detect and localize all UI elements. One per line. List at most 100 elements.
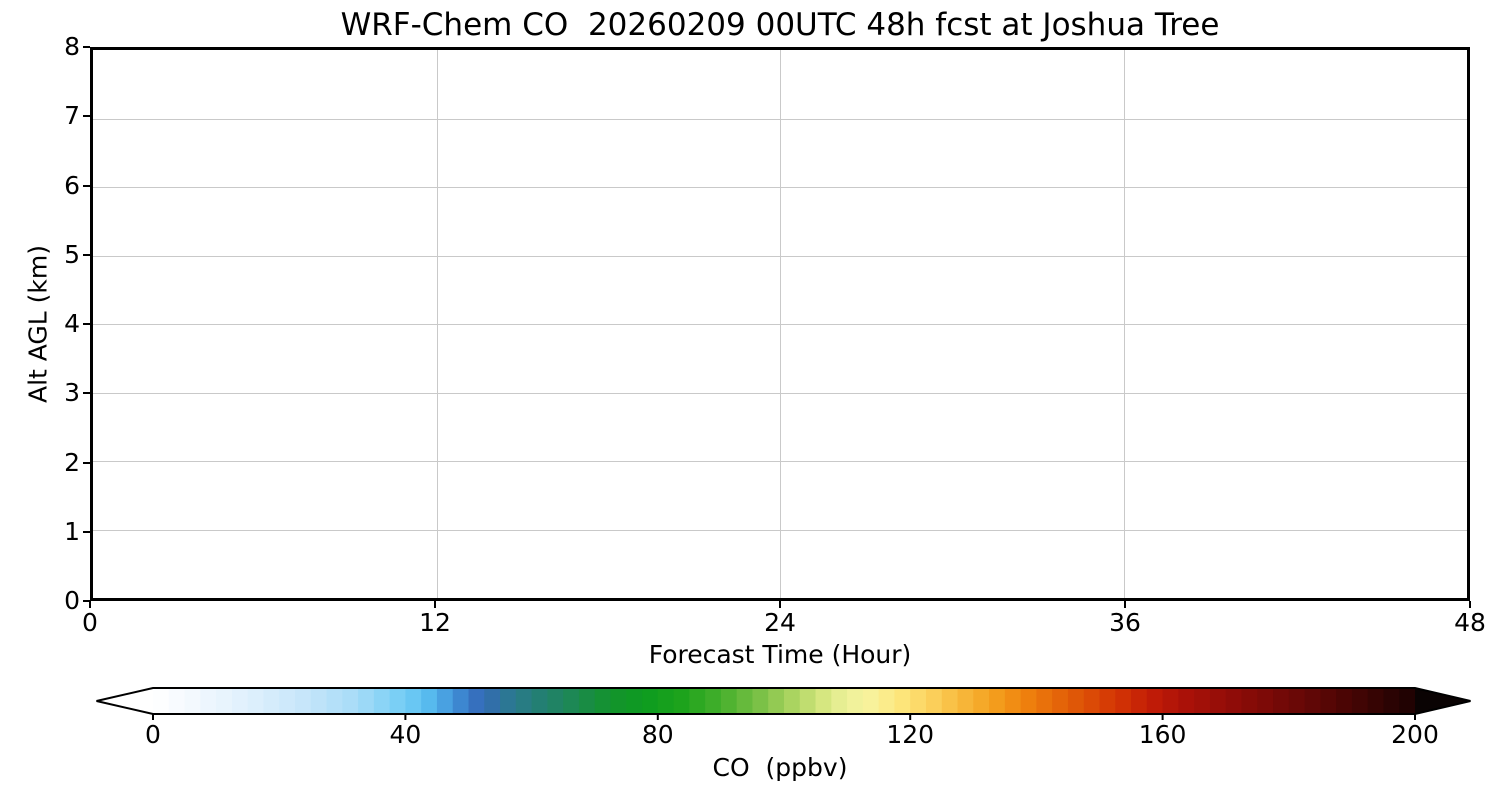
colorbar-segment <box>279 688 296 714</box>
colorbar-segment <box>784 688 801 714</box>
colorbar-over-arrow <box>1415 688 1471 714</box>
colorbar-segment <box>1273 688 1290 714</box>
x-tick-label-24: 24 <box>764 608 796 637</box>
colorbar-segment <box>1052 688 1069 714</box>
y-tick-label-6: 6 <box>64 170 80 200</box>
colorbar-segment <box>200 688 217 714</box>
colorbar-segment <box>153 688 170 714</box>
colorbar-tick-label-200: 200 <box>1391 720 1439 749</box>
colorbar-segment <box>578 688 596 714</box>
colorbar-segment <box>1178 688 1195 714</box>
colorbar-segment <box>500 688 517 714</box>
y-tick-label-2: 2 <box>64 447 80 477</box>
x-tick-mark-24 <box>779 601 781 608</box>
colorbar-segment <box>1083 688 1101 714</box>
colorbar-segment <box>326 688 343 714</box>
colorbar-segment <box>1351 688 1369 714</box>
x-tick-label-12: 12 <box>419 608 451 637</box>
y-tick-mark-6 <box>83 184 90 187</box>
colorbar-segment <box>389 688 406 714</box>
colorbar-segment <box>547 688 564 714</box>
y-tick-mark-1 <box>83 530 90 533</box>
y-tick-label-3: 3 <box>64 378 80 408</box>
colorbar-segment <box>657 688 675 714</box>
colorbar-label: CO (ppbv) <box>712 753 848 782</box>
gridline-y-3 <box>93 392 1467 394</box>
colorbar-segment <box>673 688 690 714</box>
x-axis-label: Forecast Time (Hour) <box>648 640 912 669</box>
colorbar-segment <box>1304 688 1321 714</box>
x-tick-mark-12 <box>434 601 436 608</box>
x-tick-mark-36 <box>1124 601 1126 608</box>
colorbar-segment <box>989 688 1006 714</box>
colorbar-segment <box>878 688 896 714</box>
colorbar-tick-label-40: 40 <box>389 720 422 749</box>
colorbar-segment <box>862 688 880 714</box>
colorbar-segment <box>184 688 201 714</box>
colorbar-segment <box>1320 688 1337 714</box>
gridline-y-4 <box>93 324 1467 325</box>
colorbar-segment <box>1131 688 1148 714</box>
y-tick-label-0: 0 <box>64 586 80 615</box>
y-tick-mark-4 <box>83 323 90 325</box>
y-tick-mark-3 <box>83 392 90 395</box>
colorbar-segment <box>468 688 485 714</box>
colorbar-segment <box>910 688 927 714</box>
colorbar <box>96 687 1471 720</box>
colorbar-segment <box>1383 688 1400 714</box>
colorbar-segment <box>1194 688 1211 714</box>
colorbar-tick-label-120: 120 <box>886 720 935 749</box>
colorbar-segment <box>1146 688 1164 714</box>
colorbar-segment <box>894 688 911 714</box>
gridline-y-1 <box>93 529 1467 531</box>
colorbar-segment <box>231 688 249 714</box>
colorbar-segment <box>310 688 328 714</box>
colorbar-segment <box>515 688 533 714</box>
colorbar-segment <box>925 688 943 714</box>
colorbar-segment <box>1367 688 1385 714</box>
y-tick-label-8: 8 <box>64 32 80 61</box>
colorbar-segment <box>720 688 738 714</box>
colorbar-segment <box>484 688 501 714</box>
colorbar-segment <box>610 688 627 714</box>
colorbar-segment <box>216 688 233 714</box>
colorbar-segment <box>799 688 817 714</box>
colorbar-segment <box>247 688 265 714</box>
x-tick-label-48: 48 <box>1454 608 1486 637</box>
colorbar-segment <box>1099 688 1116 714</box>
colorbar-segment <box>1067 688 1085 714</box>
y-tick-mark-0 <box>83 600 90 602</box>
colorbar-segment <box>1036 688 1053 714</box>
colorbar-segment <box>563 688 580 714</box>
colorbar-segment <box>736 688 754 714</box>
colorbar-segment <box>831 688 848 714</box>
colorbar-segment <box>294 688 312 714</box>
colorbar-segment <box>768 688 785 714</box>
colorbar-tick-label-160: 160 <box>1138 720 1187 749</box>
colorbar-segment <box>1241 688 1258 714</box>
y-tick-label-5: 5 <box>64 239 80 269</box>
colorbar-segment <box>1399 688 1416 714</box>
colorbar-segment <box>1115 688 1132 714</box>
gridline-y-5 <box>93 255 1467 257</box>
colorbar-segment <box>1004 688 1022 714</box>
colorbar-segment <box>594 688 612 714</box>
colorbar-segment <box>1020 688 1037 714</box>
colorbar-tick-label-0: 0 <box>145 720 161 749</box>
colorbar-segment <box>626 688 643 714</box>
colorbar-segment <box>815 688 832 714</box>
y-tick-label-4: 4 <box>64 309 80 338</box>
colorbar-segment <box>1257 688 1274 714</box>
colorbar-segment <box>436 688 454 714</box>
colorbar-segment <box>1162 688 1179 714</box>
colorbar-segment <box>847 688 864 714</box>
colorbar-segment <box>1288 688 1306 714</box>
colorbar-segment <box>705 688 722 714</box>
y-tick-mark-8 <box>83 46 90 48</box>
x-tick-mark-48 <box>1469 601 1471 608</box>
colorbar-segment <box>957 688 974 714</box>
colorbar-segment <box>941 688 959 714</box>
x-tick-label-36: 36 <box>1109 608 1141 637</box>
colorbar-segment <box>373 688 391 714</box>
